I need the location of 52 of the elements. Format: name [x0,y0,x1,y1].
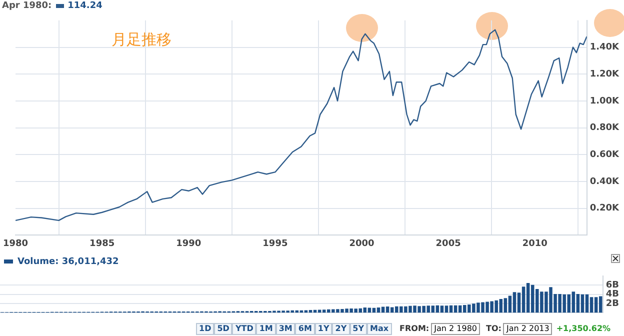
text: 1M [256,322,276,334]
bar [440,306,444,313]
text: 6M [295,322,315,334]
text: 1D [196,322,214,334]
text: FROM: [400,324,430,333]
x-tick-label: 1995 [262,238,288,249]
text: Jan 2 2013 [503,322,552,334]
y-tick-label: 0.20K [590,204,620,214]
x-tick-label: 2000 [349,238,374,249]
text: +1,350.62% [556,324,611,333]
text: 1Y [314,322,332,334]
text: 2Y [332,322,350,334]
y-tick-label: 2B [606,298,620,309]
text: Apr 1980: [2,1,52,11]
bar [594,297,598,313]
text: 5D [214,322,232,334]
text: 月足推移 [112,30,172,48]
bar [526,282,530,313]
bar [444,306,448,313]
bar [508,296,512,313]
bar [376,307,380,313]
bar [504,298,508,313]
text: TO: [486,324,502,333]
y-tick-label: 1.40K [590,42,620,53]
y-tick-label: 6B [606,280,620,290]
bar [590,297,594,313]
text: 5Y [350,322,367,334]
y-tick-label: 0.40K [590,176,620,187]
y-tick-label: 1.20K [590,69,620,80]
text: Max [367,322,392,334]
x-tick-label: 2010 [522,238,548,249]
text: YTD [232,322,256,334]
bar [386,306,390,313]
bar [585,294,589,313]
text: Jan 2 1980 [431,322,480,334]
y-tick-label: 0.80K [590,123,620,134]
y-tick-label: 4B [606,290,620,300]
text: 3M [276,322,296,334]
y-tick-label: 0.60K [590,150,620,160]
x-tick-label: 1985 [90,238,115,249]
bar [580,294,584,313]
x-tick-label: 1990 [176,238,202,249]
x-tick-label: 2005 [436,238,461,249]
x-tick-label: 1980 [2,238,28,249]
bar [522,286,526,313]
bar [512,292,516,313]
bar [598,296,602,313]
y-tick-label: 1.00K [590,96,620,106]
legend-label: Volume: 36,011,432 [18,256,119,267]
text: 114.24 [68,1,102,11]
bar [576,294,580,313]
bar [572,292,576,313]
